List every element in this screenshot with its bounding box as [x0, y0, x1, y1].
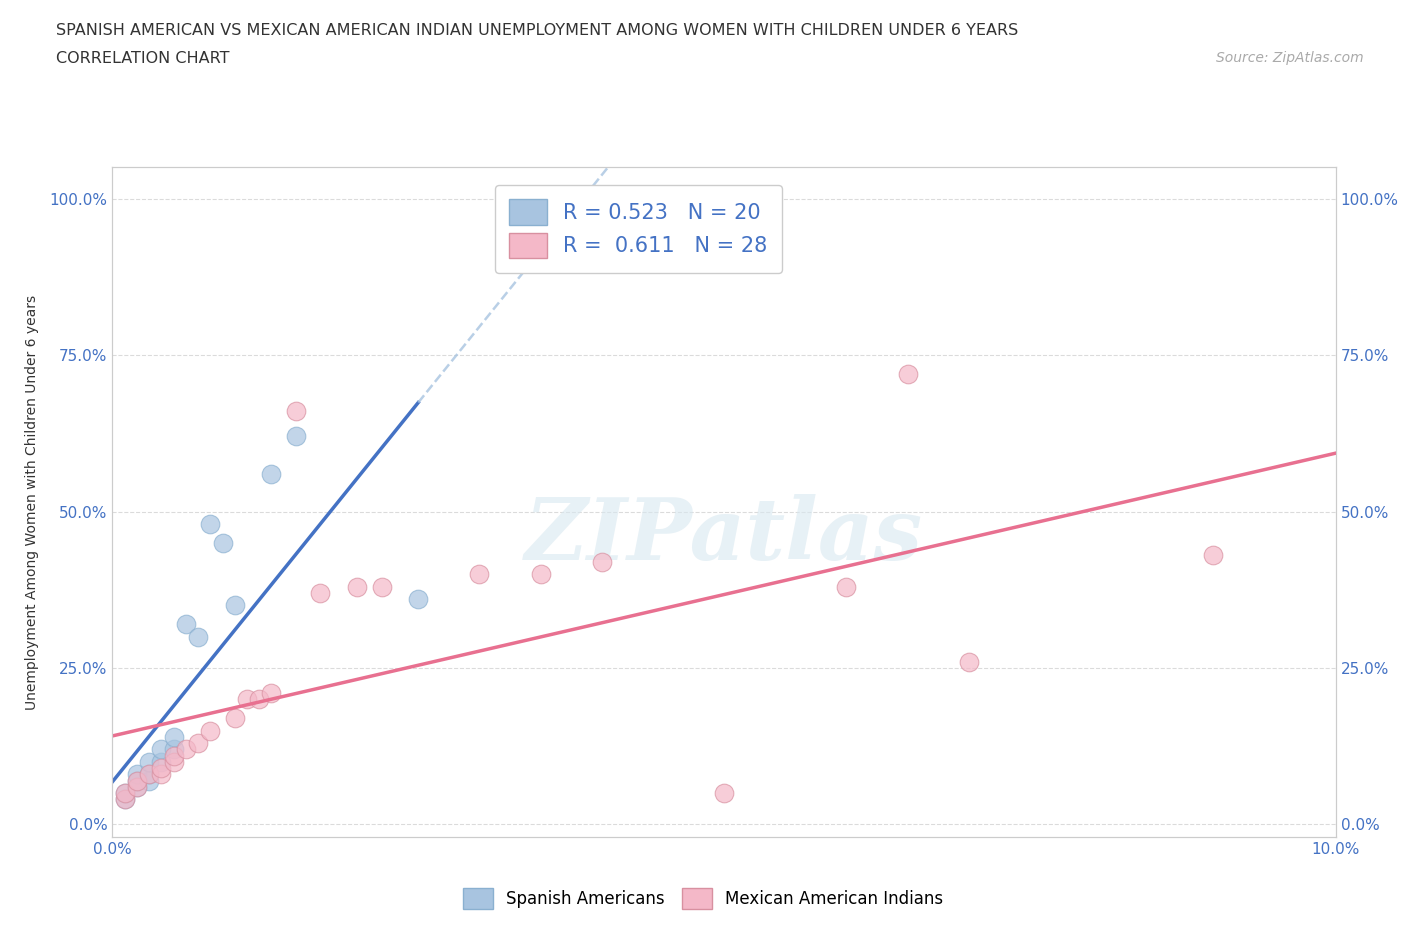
Point — [125, 779, 148, 794]
Point — [138, 773, 160, 788]
Point — [1202, 548, 1225, 563]
Point — [346, 579, 368, 594]
Point — [408, 591, 430, 606]
Y-axis label: Unemployment Among Women with Children Under 6 years: Unemployment Among Women with Children U… — [24, 295, 38, 710]
Text: ZIPatlas: ZIPatlas — [524, 494, 924, 578]
Point — [530, 566, 553, 581]
Point — [260, 467, 283, 482]
Point — [309, 586, 332, 601]
Point — [138, 767, 160, 782]
Point — [125, 779, 148, 794]
Point — [114, 792, 136, 807]
Point — [370, 579, 392, 594]
Point — [163, 729, 186, 744]
Point — [284, 404, 308, 418]
Point — [187, 630, 209, 644]
Point — [236, 692, 259, 707]
Point — [125, 767, 148, 782]
Text: CORRELATION CHART: CORRELATION CHART — [56, 51, 229, 66]
Point — [125, 773, 148, 788]
Point — [247, 692, 270, 707]
Point — [224, 598, 246, 613]
Point — [200, 517, 222, 532]
Point — [150, 767, 173, 782]
Point — [957, 655, 980, 670]
Point — [713, 786, 735, 801]
Point — [835, 579, 858, 594]
Point — [187, 736, 209, 751]
Point — [114, 786, 136, 801]
Legend: R = 0.523   N = 20, R =  0.611   N = 28: R = 0.523 N = 20, R = 0.611 N = 28 — [495, 184, 782, 272]
Point — [591, 554, 613, 569]
Point — [150, 754, 173, 769]
Text: Source: ZipAtlas.com: Source: ZipAtlas.com — [1216, 51, 1364, 65]
Text: SPANISH AMERICAN VS MEXICAN AMERICAN INDIAN UNEMPLOYMENT AMONG WOMEN WITH CHILDR: SPANISH AMERICAN VS MEXICAN AMERICAN IND… — [56, 23, 1018, 38]
Point — [897, 366, 920, 381]
Point — [150, 742, 173, 757]
Point — [125, 773, 148, 788]
Point — [260, 685, 283, 700]
Point — [211, 536, 233, 551]
Legend: Spanish Americans, Mexican American Indians: Spanish Americans, Mexican American Indi… — [454, 880, 952, 917]
Point — [150, 761, 173, 776]
Point — [163, 742, 186, 757]
Point — [468, 566, 491, 581]
Point — [224, 711, 246, 725]
Point — [200, 724, 222, 738]
Point — [138, 754, 160, 769]
Point — [138, 767, 160, 782]
Point — [163, 749, 186, 764]
Point — [114, 786, 136, 801]
Point — [163, 754, 186, 769]
Point — [114, 792, 136, 807]
Point — [174, 617, 197, 631]
Point — [284, 429, 308, 444]
Point — [174, 742, 197, 757]
